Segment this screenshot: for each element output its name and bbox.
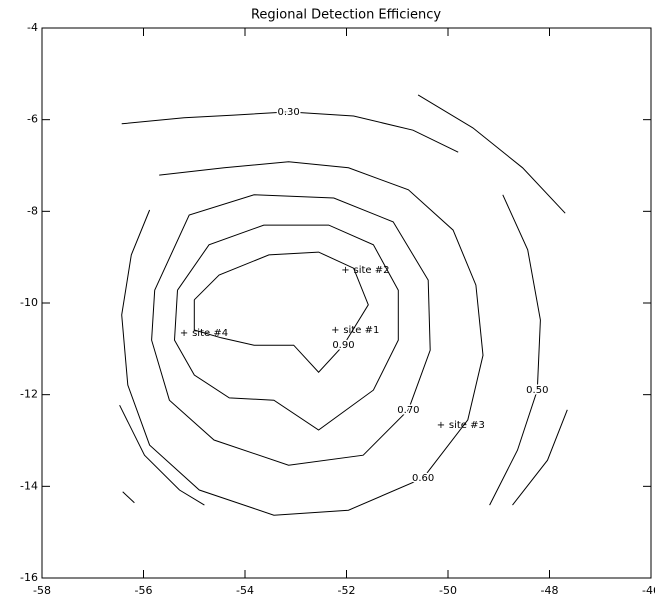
contour-label: 0.60 — [412, 473, 434, 484]
y-tick-label: -16 — [20, 571, 38, 584]
contour-label: 0.30 — [278, 107, 300, 118]
x-tick-label: -46 — [642, 584, 655, 597]
x-tick-label: -54 — [236, 584, 254, 597]
site-label: site #1 — [343, 325, 379, 336]
site-label: site #3 — [449, 420, 485, 431]
y-tick-label: -6 — [27, 113, 38, 126]
site-marker: + — [341, 265, 349, 276]
chart-title: Regional Detection Efficiency — [251, 8, 441, 23]
contour-line — [193, 251, 369, 373]
contour-line — [119, 404, 205, 506]
site-marker: + — [437, 420, 445, 431]
y-tick-label: -8 — [27, 204, 38, 217]
contour-label: 0.50 — [526, 385, 548, 396]
x-tick-label: -48 — [541, 584, 559, 597]
contour-line — [417, 94, 566, 214]
contour-line — [121, 111, 459, 153]
contour-line — [512, 409, 568, 506]
y-tick-label: -10 — [20, 296, 38, 309]
contour-line — [122, 491, 135, 504]
contour-line — [173, 224, 399, 431]
contour-label: 0.90 — [332, 340, 354, 351]
plot-frame — [41, 27, 652, 579]
site-marker: + — [331, 325, 339, 336]
x-tick-label: -50 — [439, 584, 457, 597]
y-tick-label: -12 — [20, 388, 38, 401]
y-tick-label: -14 — [20, 479, 38, 492]
contour-label: 0.70 — [397, 405, 419, 416]
contour-line — [489, 194, 541, 506]
contour-line — [151, 194, 431, 466]
y-tick-label: -4 — [27, 21, 38, 34]
site-label: site #2 — [353, 265, 389, 276]
contour-line — [121, 161, 484, 516]
x-tick-label: -58 — [33, 584, 51, 597]
x-tick-label: -56 — [135, 584, 153, 597]
site-label: site #4 — [192, 328, 228, 339]
site-marker: + — [180, 328, 188, 339]
x-tick-label: -52 — [338, 584, 356, 597]
